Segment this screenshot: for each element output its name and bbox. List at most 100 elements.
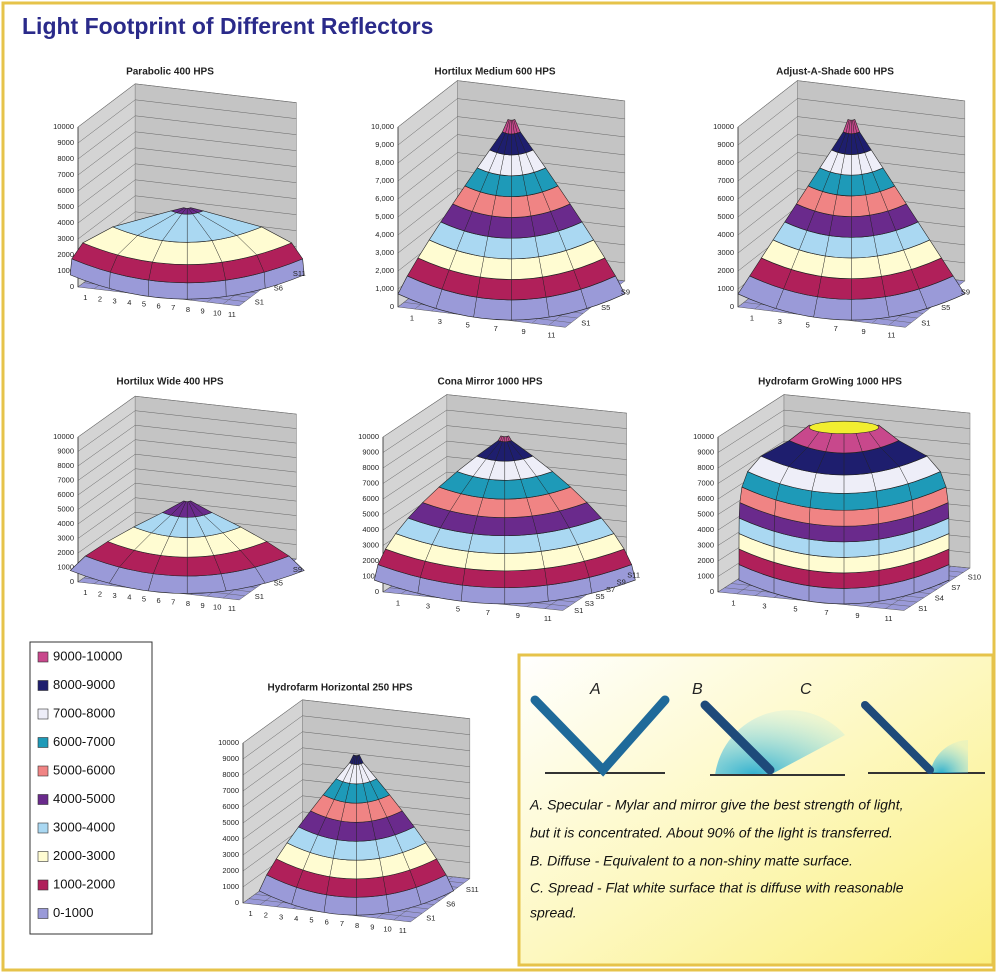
series-label: S9 [293,565,302,574]
y-tick-label: 3000 [57,533,74,542]
y-tick-label: 0 [710,587,714,596]
y-tick-label: 10000 [53,432,74,441]
x-tick-label: 1 [83,293,87,302]
series-label: S6 [274,283,283,292]
x-tick-label: 3 [113,591,117,600]
series-label: S5 [601,303,610,312]
x-tick-label: 3 [426,602,430,611]
y-tick-label: 4000 [57,519,74,528]
x-tick-label: 11 [228,310,236,319]
page-title: Light Footprint of Different Reflectors [22,13,433,39]
reflector-label: A [589,681,601,698]
x-tick-label: 5 [309,916,313,925]
reflector-label: B [692,681,703,698]
y-tick-label: 5000 [222,818,239,827]
x-tick-label: 5 [466,320,470,329]
x-tick-label: 9 [516,611,520,620]
y-tick-label: 3000 [222,850,239,859]
x-tick-label: 9 [861,327,865,336]
series-label: S4 [935,594,944,603]
chart-title: Hortilux Wide 400 HPS [116,377,223,388]
series-label: S9 [621,288,630,297]
legend-swatch [38,852,48,862]
y-tick-label: 3000 [362,540,379,549]
chart-title: Parabolic 400 HPS [126,67,214,78]
legend-swatch [38,681,48,691]
chart: Hortilux Medium 600 HPS01,0002,0003,0004… [371,67,630,340]
x-tick-label: 2 [98,295,102,304]
x-tick-label: 10 [383,924,391,933]
y-tick-label: 1,000 [375,284,394,293]
series-label: S11 [466,885,479,894]
x-tick-label: 11 [544,614,552,623]
series-label: S1 [921,319,930,328]
x-tick-label: 1 [249,909,253,918]
x-tick-label: 6 [325,917,329,926]
x-tick-label: 1 [396,599,400,608]
y-tick-label: 10000 [53,122,74,131]
y-tick-label: 7000 [697,478,714,487]
reflector-note: but it is concentrated. About 90% of the… [530,825,893,841]
y-tick-label: 2,000 [375,266,394,275]
chart: Hortilux Wide 400 HPS0100020003000400050… [53,377,304,613]
y-tick-label: 6000 [57,490,74,499]
x-tick-label: 1 [410,314,414,323]
y-tick-label: 6000 [57,186,74,195]
series-label: S3 [585,599,594,608]
x-tick-label: 9 [370,923,374,932]
x-tick-label: 11 [548,331,556,340]
y-tick-label: 9000 [362,447,379,456]
series-label: S7 [951,583,960,592]
x-tick-label: 8 [186,599,190,608]
y-tick-label: 2000 [362,556,379,565]
y-tick-label: 3000 [697,540,714,549]
x-tick-label: 11 [228,604,236,613]
x-tick-label: 4 [127,298,131,307]
y-tick-label: 9000 [222,754,239,763]
chart: Cona Mirror 1000 HPS01000200030004000500… [358,377,640,623]
x-tick-label: 1 [750,314,754,323]
y-tick-label: 2000 [222,866,239,875]
legend-label: 7000-8000 [53,705,115,720]
y-tick-label: 10000 [713,122,734,131]
x-tick-label: 9 [855,611,859,620]
chart-title: Hydrofarm Horizontal 250 HPS [267,683,412,694]
x-tick-label: 5 [806,320,810,329]
x-tick-label: 7 [171,598,175,607]
y-tick-label: 0 [70,282,74,291]
legend-label: 2000-3000 [53,848,115,863]
y-tick-label: 2000 [57,548,74,557]
y-tick-label: 3000 [57,234,74,243]
y-tick-label: 7000 [57,170,74,179]
y-tick-label: 8000 [717,158,734,167]
legend-label: 9000-10000 [53,648,122,663]
y-tick-label: 0 [390,302,394,311]
y-tick-label: 1000 [222,882,239,891]
y-tick-label: 5000 [717,212,734,221]
y-tick-label: 2000 [717,266,734,275]
y-tick-label: 2000 [57,250,74,259]
series-label: S1 [918,604,927,613]
y-tick-label: 10000 [693,432,714,441]
y-tick-label: 8000 [697,463,714,472]
x-tick-label: 5 [456,605,460,614]
reflector-note: spread. [530,905,577,921]
reflector-label: C [800,681,812,698]
y-tick-label: 8000 [57,154,74,163]
x-tick-label: 6 [157,301,161,310]
legend-swatch [38,823,48,833]
x-tick-label: 3 [279,912,283,921]
chart: Hydrofarm Horizontal 250 HPS 0 1000 2000 300… [218,683,479,935]
y-tick-label: 9000 [697,447,714,456]
series-label: S5 [595,592,604,601]
legend-label: 3000-4000 [53,819,115,834]
series-label: S9 [617,578,626,587]
series-label: S1 [426,914,435,923]
series-label: S9 [961,288,970,297]
y-tick-label: 0 [235,898,239,907]
y-tick-label: 9000 [57,446,74,455]
y-tick-label: 7000 [57,475,74,484]
surface-top [809,421,878,434]
series-label: S1 [581,319,590,328]
